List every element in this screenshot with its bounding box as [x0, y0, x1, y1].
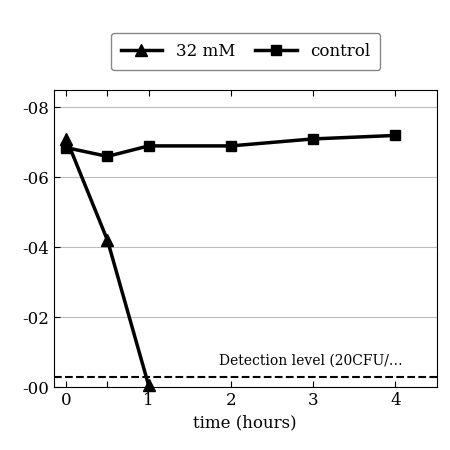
Legend: 32 mM, control: 32 mM, control — [111, 33, 380, 70]
X-axis label: time (hours): time (hours) — [194, 414, 297, 432]
Text: Detection level (20CFU/…: Detection level (20CFU/… — [219, 354, 402, 368]
